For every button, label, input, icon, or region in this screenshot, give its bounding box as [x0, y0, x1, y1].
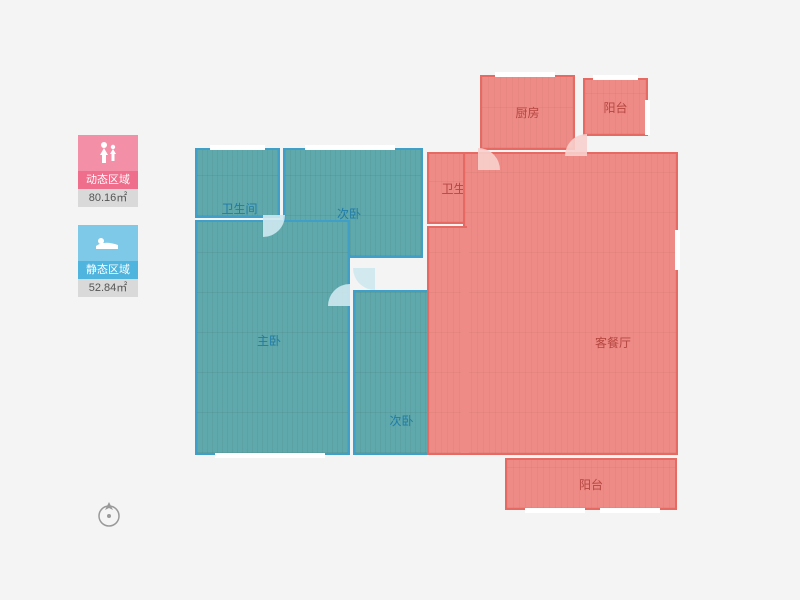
floorplan: 厨房阳台卫生间次卧卫生间主卧次卧客餐厅阳台 — [185, 60, 745, 560]
legend-static: 静态区域 52.84㎡ — [78, 225, 138, 297]
window-7 — [675, 230, 680, 270]
legend-static-value: 52.84㎡ — [78, 279, 138, 297]
compass-icon — [95, 500, 123, 528]
dynamic-zone-icon — [78, 135, 138, 171]
door-3 — [478, 148, 500, 170]
room-label-living: 客餐厅 — [595, 334, 631, 351]
legend-static-label: 静态区域 — [78, 261, 138, 279]
sleeping-icon — [94, 234, 122, 252]
static-zone-icon — [78, 225, 138, 261]
door-0 — [263, 215, 285, 237]
room-label-bedroom2-bot: 次卧 — [390, 412, 414, 429]
room-label-master: 主卧 — [257, 332, 281, 349]
room-master: 主卧 — [195, 220, 350, 455]
legend-dynamic: 动态区域 80.16㎡ — [78, 135, 138, 207]
room-balcony-bot: 阳台 — [505, 458, 677, 510]
legend-dynamic-value: 80.16㎡ — [78, 189, 138, 207]
room-join-patch — [461, 228, 469, 453]
window-2 — [495, 72, 555, 77]
room-bathroom-left: 卫生间 — [195, 148, 280, 218]
door-2 — [328, 284, 350, 306]
room-living: 客餐厅 — [463, 152, 678, 455]
window-1 — [305, 145, 395, 150]
window-8 — [645, 100, 650, 135]
window-0 — [210, 145, 265, 150]
window-4 — [525, 508, 585, 513]
window-6 — [215, 453, 325, 458]
room-label-balcony-bot: 阳台 — [579, 476, 603, 493]
legend: 动态区域 80.16㎡ 静态区域 52.84㎡ — [78, 135, 138, 315]
room-kitchen: 厨房 — [480, 75, 575, 150]
people-icon — [95, 141, 121, 165]
room-label-balcony-top: 阳台 — [603, 99, 627, 116]
door-4 — [565, 134, 587, 156]
room-balcony-top: 阳台 — [583, 78, 648, 136]
window-5 — [600, 508, 660, 513]
window-3 — [593, 75, 638, 80]
room-label-bathroom-left: 卫生间 — [222, 200, 258, 217]
door-1 — [353, 268, 375, 290]
room-label-kitchen: 厨房 — [515, 104, 539, 121]
legend-dynamic-label: 动态区域 — [78, 171, 138, 189]
